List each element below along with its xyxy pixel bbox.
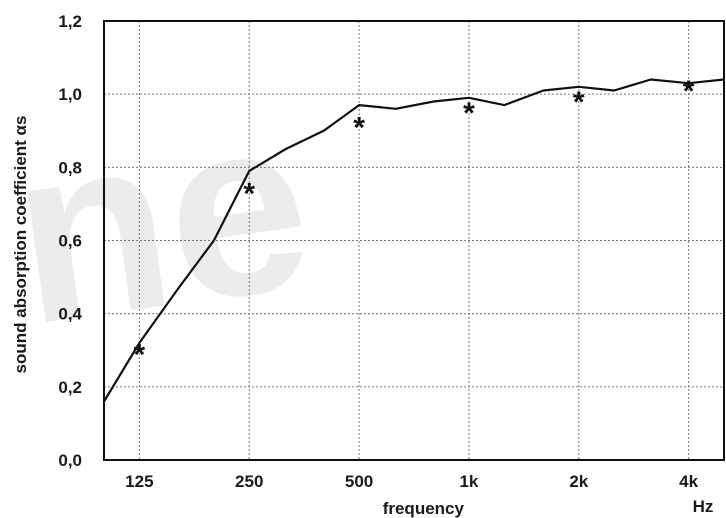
x-tick-label: 4k xyxy=(679,472,698,491)
series: * * * * * * xyxy=(103,75,725,403)
series-marker: * xyxy=(683,75,695,108)
y-tick-label: 0,4 xyxy=(58,305,82,324)
x-axis-unit: Hz xyxy=(693,497,714,516)
watermark: ne xyxy=(0,60,325,377)
x-tick-label: 125 xyxy=(125,472,153,491)
y-tick-labels: 0,0 0,2 0,4 0,6 0,8 1,0 1,2 xyxy=(58,12,82,470)
series-marker: * xyxy=(463,97,475,130)
watermark-text: ne xyxy=(0,60,325,377)
y-tick-label: 0,8 xyxy=(58,158,82,177)
grid xyxy=(104,21,724,460)
x-tick-label: 500 xyxy=(345,472,373,491)
plot-frame xyxy=(103,20,725,461)
x-tick-label: 1k xyxy=(459,472,478,491)
series-line xyxy=(103,78,725,403)
x-tick-labels: 125 250 500 1k 2k 4k xyxy=(125,472,698,491)
x-axis-label: frequency xyxy=(383,499,465,518)
y-tick-label: 0,0 xyxy=(58,451,82,470)
x-tick-label: 250 xyxy=(235,472,263,491)
y-tick-label: 1,0 xyxy=(58,85,82,104)
series-marker: * xyxy=(353,111,365,144)
series-marker: * xyxy=(573,86,585,119)
y-axis-label: sound absorption coefficient αs xyxy=(11,116,30,374)
y-tick-label: 0,6 xyxy=(58,232,82,251)
series-marker: * xyxy=(134,338,146,371)
series-marker: * xyxy=(243,177,255,210)
x-tick-label: 2k xyxy=(569,472,588,491)
y-tick-label: 0,2 xyxy=(58,378,82,397)
y-tick-label: 1,2 xyxy=(58,12,82,31)
